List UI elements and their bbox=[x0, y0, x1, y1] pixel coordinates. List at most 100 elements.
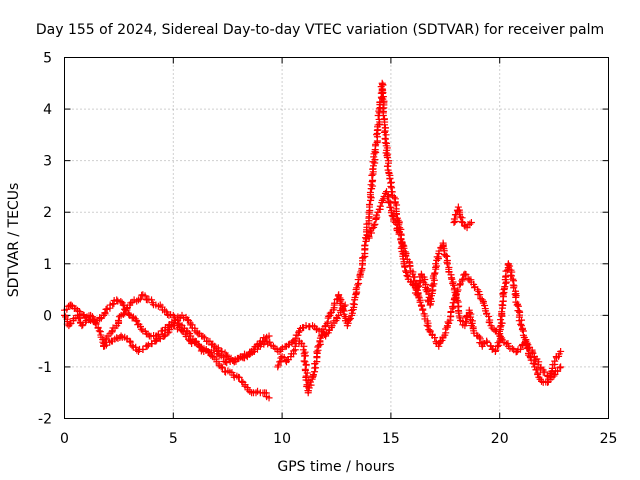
data-point bbox=[386, 175, 394, 183]
data-point bbox=[127, 299, 135, 307]
data-point bbox=[419, 306, 427, 314]
data-point bbox=[434, 253, 442, 261]
data-point bbox=[367, 181, 375, 189]
data-point bbox=[431, 334, 439, 342]
data-point bbox=[411, 273, 419, 281]
data-point bbox=[421, 276, 429, 284]
data-point bbox=[426, 301, 434, 309]
data-point bbox=[395, 230, 403, 238]
data-point bbox=[378, 196, 386, 204]
data-point bbox=[67, 301, 75, 309]
x-tick-label: 0 bbox=[60, 431, 69, 447]
data-point bbox=[556, 364, 564, 372]
data-point bbox=[219, 353, 227, 361]
data-point bbox=[353, 284, 361, 292]
data-point bbox=[178, 327, 186, 335]
data-point bbox=[235, 373, 243, 381]
data-point bbox=[238, 377, 246, 385]
data-point bbox=[454, 286, 462, 294]
data-point bbox=[508, 345, 516, 353]
data-point bbox=[339, 306, 347, 314]
data-point bbox=[126, 337, 134, 345]
data-point bbox=[326, 309, 334, 317]
data-point bbox=[431, 269, 439, 277]
data-point bbox=[379, 112, 387, 120]
data-point bbox=[277, 346, 285, 354]
data-point bbox=[381, 139, 389, 147]
data-point bbox=[381, 121, 389, 129]
data-point bbox=[383, 153, 391, 161]
data-point bbox=[507, 272, 515, 280]
x-tick-label: 10 bbox=[273, 431, 291, 447]
data-point bbox=[345, 315, 353, 323]
data-point bbox=[161, 306, 169, 314]
data-point bbox=[533, 366, 541, 374]
data-point bbox=[465, 309, 473, 317]
data-point bbox=[481, 302, 489, 310]
data-point bbox=[528, 348, 536, 356]
plot-frame bbox=[64, 57, 609, 419]
data-point bbox=[117, 298, 125, 306]
data-point bbox=[265, 332, 273, 340]
data-point bbox=[557, 347, 565, 355]
data-point bbox=[96, 313, 104, 321]
data-point bbox=[349, 300, 357, 308]
data-point bbox=[274, 361, 282, 369]
data-point bbox=[498, 319, 506, 327]
data-point bbox=[78, 322, 86, 330]
data-point bbox=[247, 349, 255, 357]
data-points bbox=[61, 79, 565, 402]
data-point bbox=[141, 292, 149, 300]
data-point bbox=[114, 317, 122, 325]
data-point bbox=[136, 295, 144, 303]
data-point bbox=[72, 305, 80, 313]
data-point bbox=[325, 312, 333, 320]
data-point bbox=[496, 323, 504, 331]
data-point bbox=[101, 309, 109, 317]
data-point bbox=[333, 315, 341, 323]
data-point bbox=[312, 364, 320, 372]
data-point bbox=[171, 321, 179, 329]
data-point bbox=[76, 314, 84, 322]
data-point bbox=[502, 267, 510, 275]
data-point bbox=[538, 377, 546, 385]
data-point bbox=[381, 127, 389, 135]
data-point bbox=[454, 203, 462, 211]
data-point bbox=[371, 220, 379, 228]
data-point bbox=[175, 320, 183, 328]
data-point bbox=[315, 342, 323, 350]
data-point bbox=[366, 189, 374, 197]
data-point bbox=[280, 353, 288, 361]
data-point bbox=[517, 320, 525, 328]
data-point bbox=[390, 217, 398, 225]
y-tick-label: 4 bbox=[43, 102, 52, 118]
data-point bbox=[217, 363, 225, 371]
data-point bbox=[204, 347, 212, 355]
data-point bbox=[383, 188, 391, 196]
data-point bbox=[529, 349, 537, 357]
data-point bbox=[413, 286, 421, 294]
data-point bbox=[541, 368, 549, 376]
data-point bbox=[369, 176, 377, 184]
data-point bbox=[338, 301, 346, 309]
data-point bbox=[424, 322, 432, 330]
data-point bbox=[295, 328, 303, 336]
data-point bbox=[143, 342, 151, 350]
data-point bbox=[462, 317, 470, 325]
data-point bbox=[323, 320, 331, 328]
data-point bbox=[462, 271, 470, 279]
data-point bbox=[486, 319, 494, 327]
data-point bbox=[400, 244, 408, 252]
grid bbox=[64, 57, 609, 419]
data-point bbox=[86, 316, 94, 324]
data-point bbox=[466, 220, 474, 228]
data-point bbox=[382, 131, 390, 139]
data-point bbox=[462, 312, 470, 320]
data-point bbox=[442, 252, 450, 260]
data-point bbox=[432, 260, 440, 268]
data-point bbox=[498, 308, 506, 316]
data-point bbox=[137, 325, 145, 333]
data-point bbox=[397, 235, 405, 243]
data-point bbox=[223, 359, 231, 367]
